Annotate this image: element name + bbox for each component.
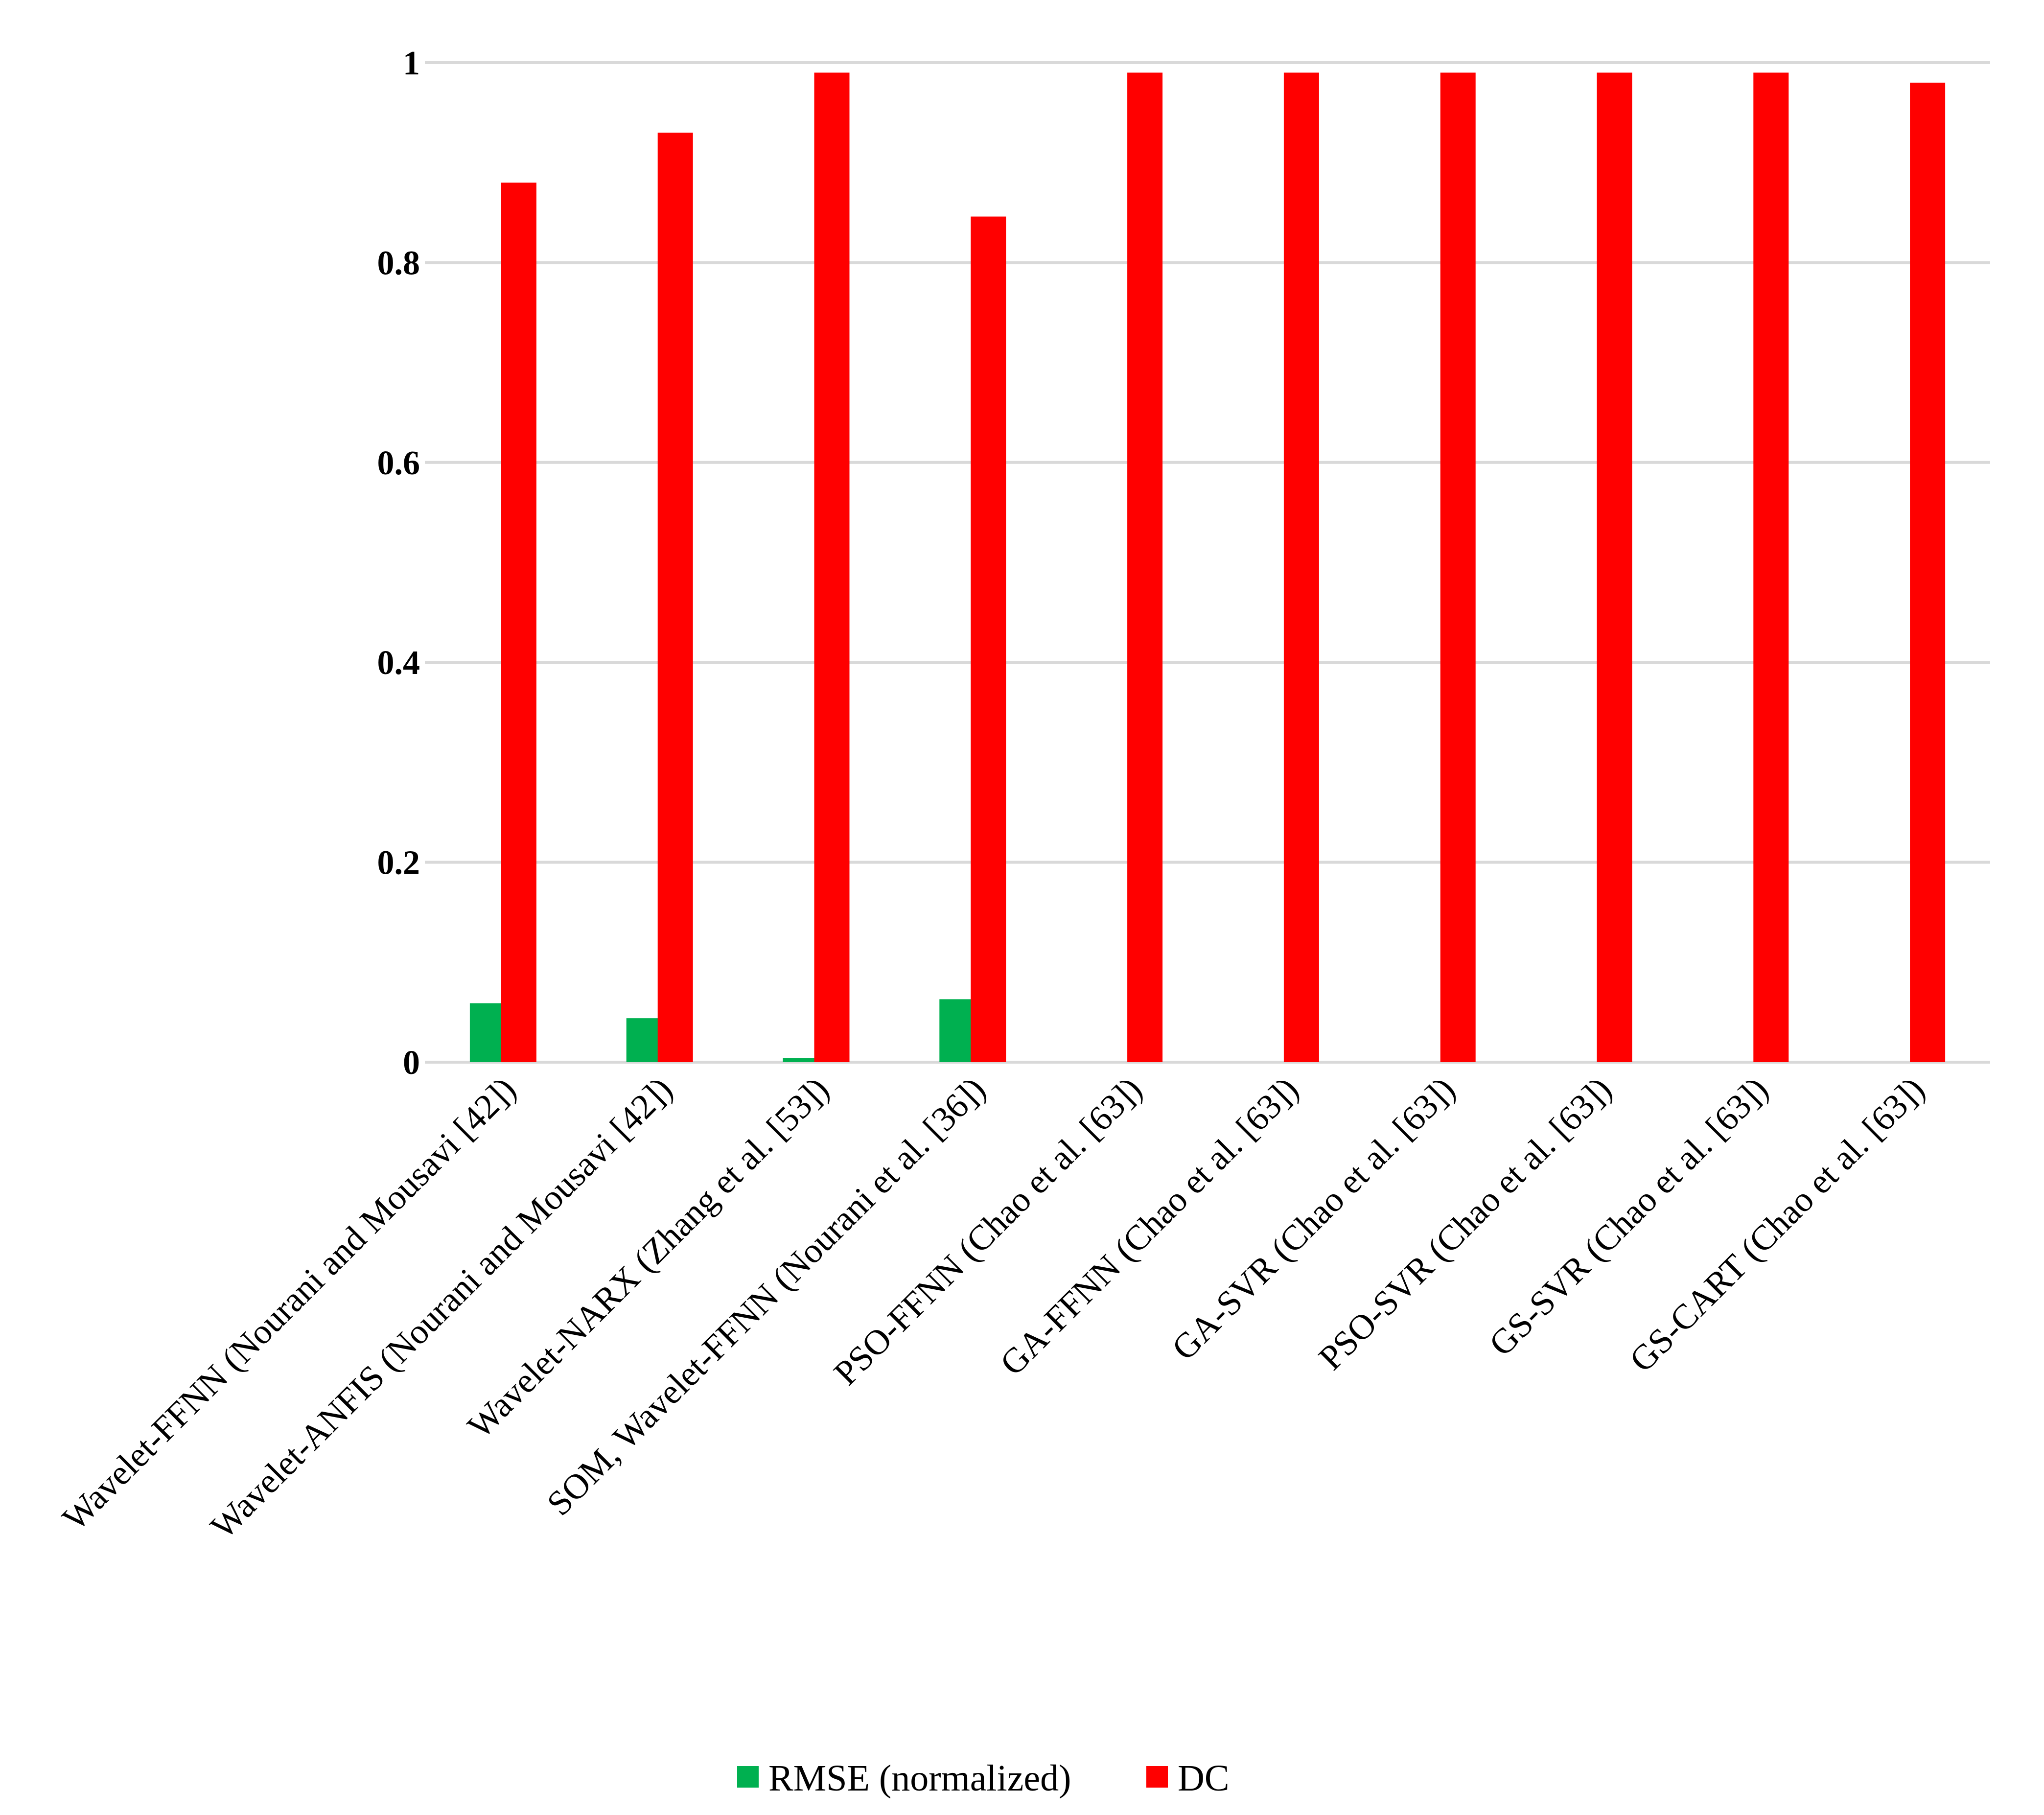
y-tick-label: 0.8	[377, 244, 420, 282]
bar-dc	[1753, 72, 1789, 1062]
y-axis-ticks: 0 0.2 0.4 0.6 0.8 1	[377, 45, 420, 1082]
y-tick-label: 0.4	[377, 644, 420, 682]
bar-rmse	[469, 1003, 505, 1062]
bar-dc	[1597, 72, 1632, 1062]
legend-swatch-dc	[1146, 1766, 1168, 1788]
x-tick-label: GS-SVR (Chao et al. [63])	[1482, 1070, 1776, 1364]
y-tick-label: 0	[403, 1044, 420, 1082]
y-tick-label: 1	[403, 45, 420, 82]
bar-dc	[1440, 72, 1476, 1062]
bar-rmse	[626, 1018, 662, 1062]
x-tick-label: GS-CART (Chao et al. [63])	[1622, 1070, 1932, 1380]
bar-rmse	[939, 999, 975, 1062]
x-tick-label: GA-FFNN (Chao et al. [63])	[993, 1070, 1306, 1383]
x-tick-label: PSO-SVR (Chao et al. [63])	[1311, 1070, 1619, 1377]
bar-dc	[1910, 82, 1946, 1063]
bar-rmse	[783, 1058, 818, 1062]
bar-dc	[1283, 72, 1319, 1062]
bar-dc	[814, 72, 850, 1062]
bar-dc	[971, 216, 1006, 1062]
legend-label-rmse: RMSE (normalized)	[768, 1758, 1071, 1799]
legend: RMSE (normalized) DC	[737, 1758, 1230, 1799]
bar-dc	[501, 183, 536, 1062]
x-tick-label: PSO-FFNN (Chao et al. [63])	[826, 1070, 1149, 1393]
x-axis-ticks: Wavelet-FFNN (Nourani and Mousavi [42])W…	[55, 1070, 1932, 1546]
x-tick-label: GA-SVR (Chao et al. [63])	[1164, 1070, 1463, 1368]
y-tick-label: 0.2	[377, 844, 420, 882]
y-tick-label: 0.6	[377, 444, 420, 482]
bar-dc	[1127, 72, 1163, 1062]
bars	[469, 72, 1946, 1063]
legend-label-dc: DC	[1178, 1758, 1230, 1799]
bar-dc	[657, 132, 693, 1063]
legend-swatch-rmse	[737, 1766, 759, 1788]
